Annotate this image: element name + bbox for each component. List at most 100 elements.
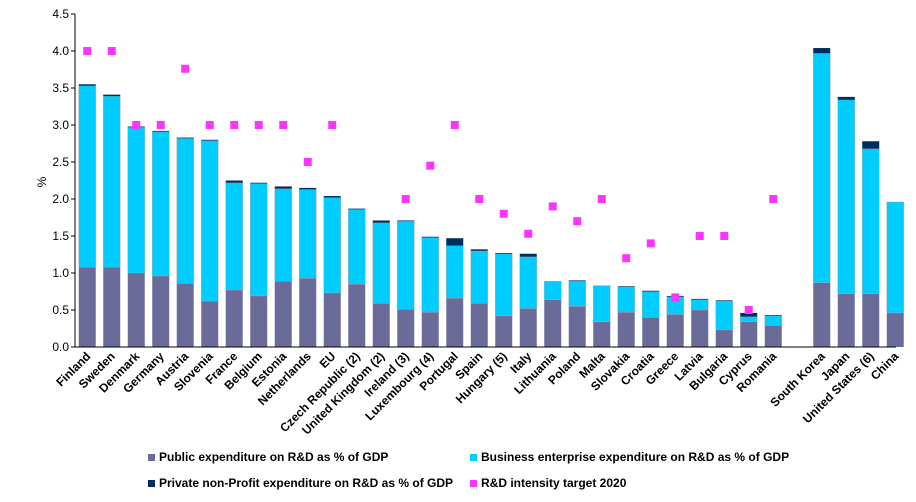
y-tick-label: 1.5 (52, 229, 69, 243)
target-marker (573, 217, 582, 226)
y-tick-label: 0.0 (52, 340, 69, 354)
bar-business (862, 148, 880, 294)
legend-swatch-private (148, 479, 155, 487)
bar-public (666, 314, 684, 347)
bar-public (691, 310, 709, 347)
bar-public (372, 303, 390, 347)
bar-public (225, 290, 243, 347)
legend-item-target: R&D intensity target 2020 (470, 476, 626, 490)
target-marker (597, 195, 606, 203)
bar-public (862, 293, 880, 347)
bar-business (470, 250, 488, 304)
bar-private (299, 187, 317, 190)
bar-private (862, 141, 880, 149)
bar-private (250, 182, 268, 184)
target-marker (450, 121, 459, 129)
bar-business (691, 299, 709, 311)
y-tick-label: 1.0 (52, 266, 69, 280)
y-tick-label: 3.5 (52, 81, 69, 95)
bar-private (764, 315, 782, 316)
bar-business (372, 222, 390, 304)
bar-business (764, 315, 782, 326)
bar-business (274, 188, 292, 282)
target-marker (671, 293, 680, 302)
y-tick-label: 2.5 (52, 155, 69, 169)
target-marker (156, 121, 165, 129)
target-marker (401, 195, 410, 203)
bar-public (617, 312, 635, 347)
target-marker (181, 64, 190, 73)
bar-public (813, 282, 831, 347)
bar-business (421, 237, 439, 313)
bar-private (78, 84, 96, 86)
bar-business (617, 286, 635, 313)
bar-private (152, 130, 170, 132)
bar-private (323, 196, 341, 198)
bar-public (323, 292, 341, 347)
legend-label-public: Public expenditure on R&D as % of GDP (159, 450, 389, 464)
bar-public (568, 306, 586, 347)
bar-business (544, 280, 562, 300)
target-marker (254, 121, 263, 129)
y-axis: 0.0 0.5 1.0 1.5 2.0 2.5 3.0 3.5 4.0 4.5 (52, 7, 76, 354)
bar-private (348, 208, 366, 210)
bar-business (886, 201, 904, 314)
target-marker (83, 47, 92, 55)
bar-public (519, 308, 537, 347)
y-tick-label: 0.5 (52, 303, 69, 317)
legend-label-business: Business enterprise expenditure on R&D a… (481, 450, 790, 464)
bar-private (274, 186, 292, 189)
bar-private (421, 236, 439, 238)
bar-business (103, 95, 121, 268)
legend-label-target: R&D intensity target 2020 (481, 476, 627, 490)
target-marker (622, 254, 631, 263)
bar-business (78, 85, 96, 268)
bar-public (201, 301, 219, 347)
target-marker (744, 306, 753, 314)
bar-private (103, 94, 121, 97)
bar-public (299, 278, 317, 347)
bar-private (813, 48, 831, 54)
bar-public (127, 273, 145, 347)
bar-public (103, 267, 121, 347)
target-marker (303, 158, 312, 166)
bar-public (348, 284, 366, 347)
bars (78, 48, 904, 347)
bar-public (886, 312, 904, 347)
target-marker (205, 121, 214, 129)
legend-label-private: Private non-Profit expenditure on R&D as… (159, 476, 454, 490)
legend-item-public: Public expenditure on R&D as % of GDP (148, 450, 388, 464)
bar-public (593, 321, 611, 347)
x-axis: FinlandSwedenDenmarkGermanyAustriaSloven… (53, 346, 902, 437)
legend-swatch-public (148, 453, 155, 461)
bar-business (176, 138, 194, 284)
bar-public (470, 303, 488, 347)
target-marker (279, 121, 288, 129)
bar-private (568, 280, 586, 282)
bar-public (274, 281, 292, 347)
y-tick-label: 2.0 (52, 192, 69, 206)
target-marker (426, 161, 435, 170)
bar-public (421, 312, 439, 347)
target-marker (328, 121, 337, 129)
y-tick-label: 3.0 (52, 118, 69, 132)
target-marker (499, 209, 508, 218)
bar-business (568, 280, 586, 307)
bar-business (642, 291, 660, 318)
bar-business (348, 209, 366, 285)
bar-public (495, 315, 513, 347)
bar-business (323, 197, 341, 294)
bar-private (470, 249, 488, 251)
bar-public (544, 299, 562, 347)
bar-business (519, 256, 537, 309)
target-marker (769, 195, 778, 203)
bar-business (397, 220, 415, 310)
legend-swatch-business (470, 453, 477, 461)
target-marker (695, 232, 704, 240)
bar-private (201, 139, 219, 141)
y-tick-label: 4.5 (52, 7, 69, 21)
bar-private (225, 180, 243, 183)
bar-business (837, 99, 855, 294)
bar-private (495, 253, 513, 254)
bar-private (740, 312, 758, 317)
